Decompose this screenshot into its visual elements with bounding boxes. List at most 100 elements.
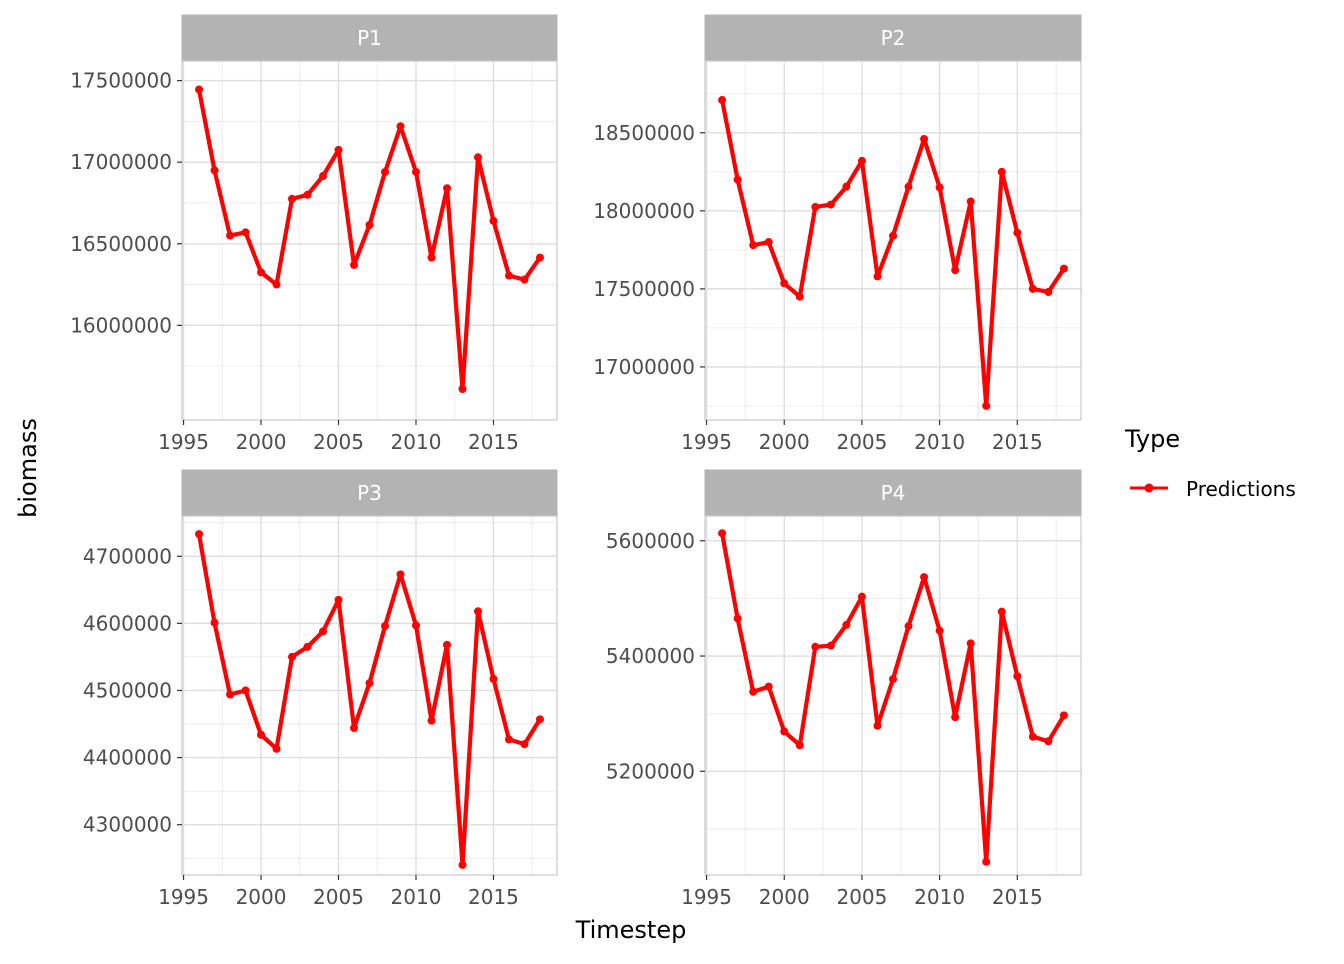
data-point — [350, 260, 359, 269]
data-point — [997, 167, 1006, 176]
data-point — [1044, 288, 1053, 297]
strip-background — [181, 469, 558, 517]
y-tick-label: 5200000 — [606, 759, 695, 783]
data-point — [780, 279, 789, 288]
x-tick-label: 2005 — [836, 885, 887, 909]
data-point — [1059, 264, 1068, 273]
x-tick-label: 2005 — [836, 430, 887, 454]
data-point — [718, 96, 727, 105]
data-point — [195, 85, 204, 94]
data-point — [904, 182, 913, 191]
series-line-predictions — [719, 97, 1067, 409]
legend-title: Type — [1124, 425, 1180, 453]
data-point — [288, 652, 297, 661]
data-point — [365, 679, 374, 688]
panel-p4: P4 5200000 5400000 5600000 1995 2000 2005 2010 2… — [606, 469, 1082, 909]
x-tick-label: 2010 — [914, 430, 965, 454]
data-point — [520, 740, 529, 749]
data-point — [889, 231, 897, 240]
data-point — [951, 713, 960, 722]
data-point — [241, 686, 250, 695]
y-tick-label: 16000000 — [70, 313, 172, 337]
data-point — [920, 135, 929, 144]
series-line-predictions — [196, 87, 543, 392]
data-point — [857, 156, 866, 165]
data-point — [935, 626, 944, 635]
data-point — [1028, 732, 1037, 741]
data-point — [380, 167, 389, 176]
data-point — [749, 241, 758, 250]
data-point — [764, 682, 773, 691]
data-point — [842, 620, 851, 629]
data-point — [303, 642, 312, 651]
data-point — [1028, 284, 1037, 293]
data-point — [951, 266, 960, 275]
x-tick-label: 2015 — [992, 885, 1043, 909]
data-point — [210, 166, 219, 175]
data-point — [257, 730, 266, 739]
y-tick-label: 4400000 — [83, 746, 172, 770]
data-point — [257, 268, 266, 277]
legend-label-predictions: Predictions — [1186, 477, 1296, 501]
data-point — [458, 860, 467, 869]
data-point — [811, 642, 820, 651]
y-tick-label: 17500000 — [593, 277, 695, 301]
data-point — [1059, 711, 1068, 720]
strip-label: P3 — [357, 481, 382, 505]
panel-border — [704, 60, 1082, 421]
data-point — [733, 614, 742, 623]
x-axis-title: Timestep — [575, 916, 687, 944]
data-point — [520, 275, 529, 284]
data-point — [458, 384, 467, 393]
x-tick-label: 2010 — [391, 430, 442, 454]
data-point — [411, 167, 420, 176]
data-point — [380, 622, 389, 631]
data-point — [826, 641, 835, 650]
data-point — [718, 529, 727, 538]
data-point — [733, 175, 742, 184]
data-point — [826, 200, 835, 209]
data-point — [396, 570, 405, 579]
data-point — [811, 202, 820, 211]
data-point — [210, 618, 219, 627]
y-tick-label: 4500000 — [83, 678, 172, 702]
data-point — [795, 741, 804, 750]
x-tick-label: 2010 — [914, 885, 965, 909]
y-tick-label: 18500000 — [593, 121, 695, 145]
data-point — [226, 231, 235, 240]
data-point — [365, 220, 374, 229]
data-point — [873, 272, 882, 281]
data-point — [1044, 737, 1053, 746]
x-tick-label: 1995 — [681, 885, 732, 909]
panel-border — [181, 515, 558, 876]
y-axis-title: biomass — [14, 418, 42, 518]
data-point — [982, 857, 991, 866]
data-point — [288, 194, 297, 203]
data-point — [442, 640, 451, 649]
y-tick-label: 5600000 — [606, 529, 695, 553]
data-point — [241, 228, 250, 237]
x-tick-label: 2015 — [992, 430, 1043, 454]
data-point — [904, 622, 913, 631]
data-point — [1013, 228, 1022, 237]
data-point — [982, 401, 991, 410]
data-point — [535, 253, 544, 262]
series-line-predictions — [719, 531, 1067, 864]
y-tick-label: 4600000 — [83, 611, 172, 635]
y-tick-label: 4300000 — [83, 813, 172, 837]
data-point — [319, 172, 328, 181]
series-line-predictions — [196, 531, 543, 868]
data-point — [442, 184, 451, 193]
x-tick-label: 2005 — [313, 430, 364, 454]
x-tick-label: 2005 — [313, 885, 364, 909]
panel-border — [704, 515, 1082, 876]
data-point — [997, 607, 1006, 616]
y-tick-label: 4700000 — [83, 544, 172, 568]
data-point — [795, 292, 804, 301]
data-point — [889, 675, 897, 684]
data-point — [334, 145, 343, 154]
x-tick-label: 1995 — [158, 430, 209, 454]
